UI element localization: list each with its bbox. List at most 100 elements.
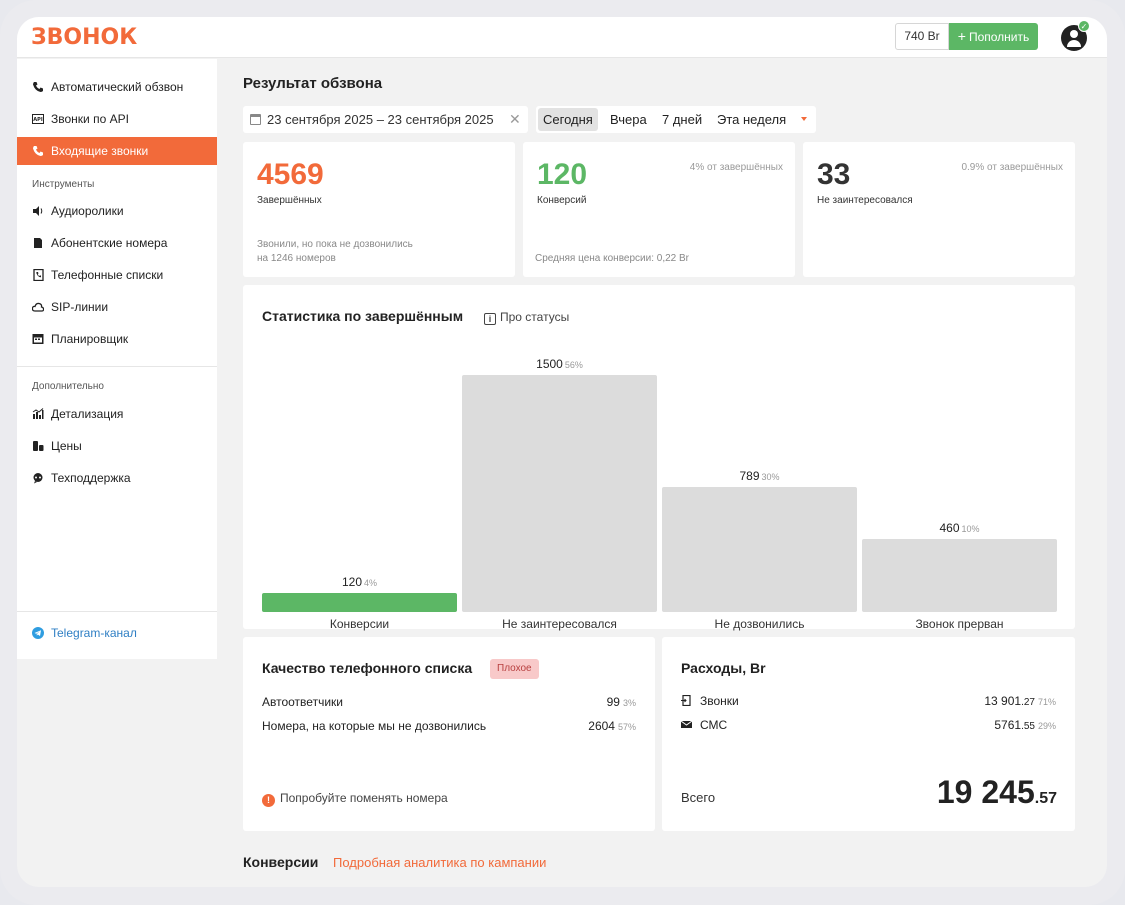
period-7days[interactable]: 7 дней bbox=[662, 112, 703, 127]
sidebar-item-details[interactable]: Детализация bbox=[17, 400, 217, 428]
sidebar-item-label: Телефонные списки bbox=[51, 268, 164, 282]
divider bbox=[17, 366, 217, 367]
sidebar-item-label: Абонентские номера bbox=[51, 236, 168, 250]
plus-icon: + bbox=[957, 28, 966, 44]
stats-title: Статистика по завершённым bbox=[262, 308, 464, 324]
envelope-icon bbox=[681, 720, 692, 728]
unreached-numbers-value: 2604 57% bbox=[588, 719, 636, 733]
chart-bar bbox=[662, 487, 857, 612]
unreached-numbers-label: Номера, на которые мы не дозвонились bbox=[262, 719, 487, 733]
completed-note-2: на 1246 номеров bbox=[257, 253, 336, 264]
chart-value-label: 460 10% bbox=[862, 521, 1057, 535]
period-week-dropdown[interactable]: Эта неделя bbox=[717, 112, 787, 127]
chart-value: 789 bbox=[739, 469, 760, 483]
chart-percent: 10% bbox=[961, 524, 980, 534]
quality-card: Качество телефонного списка Плохое Автоо… bbox=[243, 637, 655, 831]
chart-bar bbox=[462, 375, 657, 612]
chart-percent: 56% bbox=[564, 360, 583, 370]
chevron-down-icon[interactable] bbox=[801, 117, 807, 121]
calendar-icon bbox=[32, 334, 44, 344]
period-yesterday[interactable]: Вчера bbox=[610, 112, 647, 127]
total-label: Всего bbox=[681, 790, 716, 805]
sidebar-item-incoming[interactable]: Входящие звонки bbox=[17, 137, 217, 165]
stats-card: Статистика по завершённым i Про статусы 1… bbox=[243, 285, 1075, 631]
chart-category-label: Не заинтересовался bbox=[502, 617, 617, 631]
warning-message: ! Попробуйте поменять номера bbox=[262, 791, 448, 807]
sidebar-item-label: Планировщик bbox=[51, 332, 129, 346]
topup-label: Пополнить bbox=[968, 30, 1030, 44]
chart-value-label: 120 4% bbox=[262, 575, 457, 589]
not-interested-label: Не заинтересовался bbox=[817, 195, 913, 206]
chart-value: 1500 bbox=[536, 357, 563, 371]
answering-machines-label: Автоответчики bbox=[262, 695, 343, 709]
conversions-section-title: Конверсии bbox=[243, 854, 319, 870]
answering-machines-value: 99 3% bbox=[606, 695, 636, 709]
topup-button[interactable]: + Пополнить bbox=[949, 23, 1038, 50]
sidebar-item-auto-dial[interactable]: Автоматический обзвон bbox=[17, 73, 217, 101]
card-conversions: 120 Конверсий 4% от завершённых Средняя … bbox=[523, 142, 795, 277]
sidebar-item-audio[interactable]: Аудиоролики bbox=[17, 197, 217, 225]
sidebar-item-lists[interactable]: Телефонные списки bbox=[17, 261, 217, 289]
check-icon: ✓ bbox=[1078, 20, 1090, 32]
sidebar-item-numbers[interactable]: Абонентские номера bbox=[17, 229, 217, 257]
period-selector: Сегодня Вчера 7 дней Эта неделя bbox=[536, 106, 816, 133]
sidebar-item-telegram[interactable]: Telegram-канал bbox=[17, 619, 217, 647]
completed-note-1: Звонили, но пока не дозвонились bbox=[257, 239, 413, 250]
cloud-icon bbox=[32, 302, 44, 312]
sidebar-item-label: Цены bbox=[51, 439, 82, 453]
api-icon: API bbox=[32, 114, 44, 124]
balance-display: 740 Br bbox=[895, 23, 949, 50]
not-interested-value: 33 bbox=[817, 158, 851, 191]
incoming-call-icon bbox=[33, 146, 43, 156]
campaign-analytics-link[interactable]: Подробная аналитика по кампании bbox=[333, 855, 547, 870]
sidebar-item-scheduler[interactable]: Планировщик bbox=[17, 325, 217, 353]
chart-percent: 30% bbox=[761, 472, 780, 482]
card-completed: 4569 Завершённых Звонили, но пока не доз… bbox=[243, 142, 515, 277]
app-frame: ЗВОНОК 740 Br + Пополнить ✓ Автоматически… bbox=[17, 17, 1107, 887]
section-title-tools: Инструменты bbox=[32, 179, 95, 190]
divider bbox=[17, 611, 217, 612]
support-icon bbox=[33, 473, 43, 484]
completed-label: Завершённых bbox=[257, 195, 322, 206]
date-range-picker[interactable]: 23 сентября 2025 – 23 сентября 2025 ✕ bbox=[243, 106, 528, 133]
period-today[interactable]: Сегодня bbox=[538, 108, 598, 131]
sidebar-item-api[interactable]: API Звонки по API bbox=[17, 105, 217, 133]
sidebar-item-label: Аудиоролики bbox=[51, 204, 124, 218]
phone-icon bbox=[33, 82, 43, 92]
sidebar-item-label: Входящие звонки bbox=[51, 144, 149, 158]
sidebar-item-sip[interactable]: SIP-линии bbox=[17, 293, 217, 321]
chart-value: 120 bbox=[341, 575, 362, 589]
clear-icon[interactable]: ✕ bbox=[509, 111, 521, 127]
page-title: Результат обзвона bbox=[243, 75, 383, 92]
telegram-link: Telegram-канал bbox=[51, 626, 137, 640]
logo[interactable]: ЗВОНОК bbox=[31, 25, 138, 50]
status-badge: Плохое bbox=[490, 659, 539, 679]
chart-value-label: 789 30% bbox=[662, 469, 857, 483]
sidebar-item-label: Техподдержка bbox=[51, 471, 131, 485]
sidebar-item-label: Детализация bbox=[51, 407, 124, 421]
chart-percent: 4% bbox=[364, 578, 378, 588]
phone-call-icon bbox=[681, 695, 691, 706]
svg-text:API: API bbox=[33, 117, 43, 123]
sms-expense-value: 5761.55 29% bbox=[994, 718, 1056, 732]
sim-icon bbox=[34, 238, 42, 248]
calendar-icon bbox=[250, 114, 261, 125]
top-bar: ЗВОНОК 740 Br + Пополнить ✓ bbox=[17, 17, 1107, 58]
conversions-note: Средняя цена конверсии: 0,22 Br bbox=[535, 253, 689, 264]
bar-chart-icon bbox=[32, 408, 44, 419]
not-interested-share: 0.9% от завершённых bbox=[961, 162, 1063, 173]
date-range-value: 23 сентября 2025 – 23 сентября 2025 bbox=[267, 112, 494, 127]
telegram-icon bbox=[32, 627, 44, 639]
sidebar-item-label: Автоматический обзвон bbox=[51, 80, 184, 94]
chart-category-label: Конверсии bbox=[329, 617, 390, 631]
completed-value: 4569 bbox=[257, 158, 324, 191]
sidebar-item-prices[interactable]: Цены bbox=[17, 432, 217, 460]
conversions-label: Конверсий bbox=[537, 195, 587, 206]
calls-expense-value: 13 901.27 71% bbox=[984, 694, 1056, 708]
about-statuses-link[interactable]: i Про статусы bbox=[484, 310, 569, 325]
coins-icon bbox=[33, 441, 44, 451]
phonebook-icon bbox=[33, 269, 44, 281]
sidebar-item-support[interactable]: Техподдержка bbox=[17, 464, 217, 492]
card-not-interested: 33 Не заинтересовался 0.9% от завершённы… bbox=[803, 142, 1075, 277]
